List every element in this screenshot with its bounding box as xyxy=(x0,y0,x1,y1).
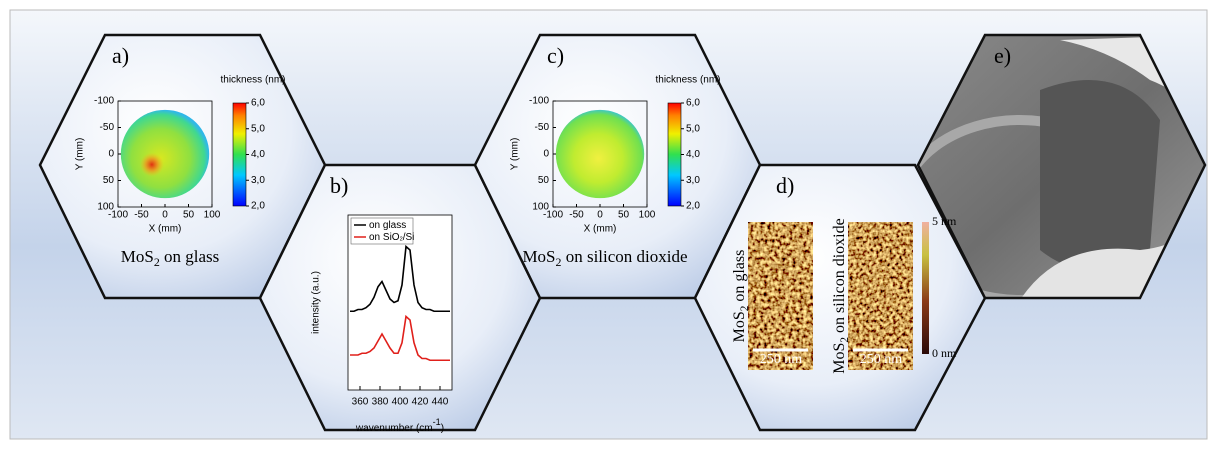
y-tick-label: -100 xyxy=(94,96,114,107)
x-tick-label: 100 xyxy=(639,210,656,221)
caption-main: MoS xyxy=(522,247,555,266)
y-tick-label: 100 xyxy=(97,202,114,213)
afm-caption: MoS2 on glass xyxy=(731,250,751,343)
colorbar-title: thickness (nm) xyxy=(220,75,285,86)
x-axis-label-sup: -1 xyxy=(433,417,441,427)
y-tick-label: 50 xyxy=(103,175,115,186)
scale-bar-label: 250 nm xyxy=(860,352,903,367)
afm-caption-rest: on silicon dioxide xyxy=(831,218,848,337)
x-tick-label: 50 xyxy=(618,210,630,221)
colorbar-tick-label: 3,0 xyxy=(251,175,265,186)
thickness-hotspot xyxy=(140,153,164,177)
colorbar-tick-label: 2,0 xyxy=(686,201,700,212)
y-axis-label: Y (mm) xyxy=(510,138,521,171)
afm-image xyxy=(748,222,813,370)
colorbar-tick-label: 6,0 xyxy=(686,98,700,109)
panel-label: d) xyxy=(776,173,794,198)
y-tick-label: -100 xyxy=(529,96,549,107)
colorbar-tick-label: 5,0 xyxy=(686,123,700,134)
y-tick-label: 100 xyxy=(532,202,549,213)
colorbar-tick-label: 5,0 xyxy=(251,123,265,134)
scale-bar-label: 250 nm xyxy=(760,352,803,367)
legend-label-rest: /Si xyxy=(403,232,415,243)
thickness-map xyxy=(121,110,209,198)
x-tick-label: 440 xyxy=(432,397,449,408)
thickness-map xyxy=(556,110,644,198)
y-tick-label: -50 xyxy=(100,122,115,133)
x-tick-label: -50 xyxy=(569,210,584,221)
x-axis-label: X (mm) xyxy=(149,224,182,235)
afm-caption-rest: on glass xyxy=(731,250,748,306)
afm-colorbar-bottom: 0 nm xyxy=(932,346,957,360)
panel-label: a) xyxy=(112,43,129,68)
colorbar-tick-label: 4,0 xyxy=(251,149,265,160)
y-tick-label: 0 xyxy=(543,149,549,160)
colorbar-title: thickness (nm) xyxy=(655,75,720,86)
legend-label: on glass xyxy=(369,220,406,231)
caption: MoS2 on glass xyxy=(121,247,220,269)
y-tick-label: 50 xyxy=(538,175,550,186)
panel-label: c) xyxy=(547,43,564,68)
y-tick-label: 0 xyxy=(108,149,114,160)
x-tick-label: 380 xyxy=(372,397,389,408)
x-axis-label: X (mm) xyxy=(584,224,617,235)
panel-label: e) xyxy=(994,43,1011,68)
colorbar-tick-label: 4,0 xyxy=(686,149,700,160)
legend-label-main: on glass xyxy=(369,220,406,231)
figure: a)-100-50050100-100-50050100X (mm)Y (mm)… xyxy=(0,0,1217,449)
caption-rest: on silicon dioxide xyxy=(561,247,687,266)
colorbar-tick-label: 3,0 xyxy=(686,175,700,186)
x-tick-label: 0 xyxy=(597,210,603,221)
x-axis-label-rest: ) xyxy=(441,423,444,434)
y-tick-label: -50 xyxy=(535,122,550,133)
legend-label-main: on SiO xyxy=(369,232,400,243)
x-tick-label: 0 xyxy=(162,210,168,221)
legend-label: on SiO2/Si xyxy=(369,232,414,243)
panel-label: b) xyxy=(330,173,348,198)
x-tick-label: 100 xyxy=(204,210,221,221)
afm-colorbar-top: 5 nm xyxy=(932,214,957,228)
x-tick-label: 400 xyxy=(392,397,409,408)
afm-caption-main: MoS xyxy=(731,311,748,342)
afm-caption-main: MoS xyxy=(831,343,848,374)
colorbar-tick-label: 6,0 xyxy=(251,98,265,109)
colorbar xyxy=(668,103,681,206)
afm-image xyxy=(848,222,913,370)
caption: MoS2 on silicon dioxide xyxy=(522,247,687,269)
page: a)-100-50050100-100-50050100X (mm)Y (mm)… xyxy=(0,0,1217,449)
x-axis-label-main: wavenumber (cm xyxy=(355,423,433,434)
x-tick-label: 50 xyxy=(183,210,195,221)
caption-rest: on glass xyxy=(160,247,220,266)
y-axis-label: Y (mm) xyxy=(75,138,86,171)
x-tick-label: -50 xyxy=(134,210,149,221)
x-tick-label: 360 xyxy=(352,397,369,408)
photo-wafer xyxy=(1040,80,1160,270)
caption-main: MoS xyxy=(121,247,154,266)
x-tick-label: 420 xyxy=(412,397,429,408)
y-axis-label: intensity (a.u.) xyxy=(311,271,322,334)
colorbar xyxy=(233,103,246,206)
afm-colorbar xyxy=(922,222,929,354)
colorbar-tick-label: 2,0 xyxy=(251,201,265,212)
afm-caption: MoS2 on silicon dioxide xyxy=(831,218,851,373)
